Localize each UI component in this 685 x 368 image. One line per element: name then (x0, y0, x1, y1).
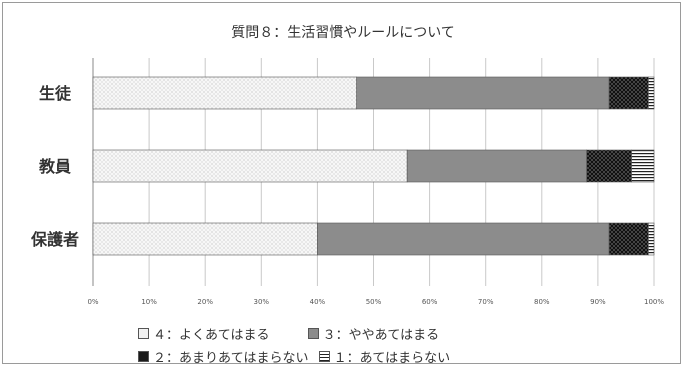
bar-segment (317, 222, 610, 256)
bar-segment (92, 76, 357, 110)
x-tick-label: 50% (366, 298, 382, 306)
bar-segment (92, 149, 408, 183)
legend-row-2: ２：あまりあてはまらない １：あてはまらない (138, 347, 484, 366)
bar-segment (648, 76, 655, 110)
bar-segment (92, 222, 318, 256)
category-label: 教員 (39, 157, 71, 176)
bar-segment (406, 149, 587, 183)
x-tick-label: 100% (644, 298, 664, 306)
x-tick-label: 60% (422, 298, 438, 306)
legend-item-very-true: ４：よくあてはまる (138, 324, 269, 343)
bar-segment (608, 222, 649, 256)
x-tick-label: 0% (87, 298, 98, 306)
legend-swatch-not-true (318, 351, 330, 362)
x-tick-label: 80% (534, 298, 550, 306)
bar-segment (631, 149, 655, 183)
legend-item-not-true: １：あてはまらない (318, 347, 451, 366)
legend-row-1: ４：よくあてはまる ３：ややあてはまる (138, 324, 473, 343)
legend-item-somewhat-true: ３：ややあてはまる (307, 324, 440, 343)
x-tick-label: 10% (141, 298, 157, 306)
x-tick-label: 70% (478, 298, 494, 306)
legend-label-somewhat-true: ３：ややあてはまる (322, 328, 440, 343)
legend-swatch-not-very-true (138, 351, 149, 362)
legend-label-not-true: １：あてはまらない (333, 351, 451, 366)
category-label: 保護者 (30, 230, 79, 249)
x-tick-label: 90% (590, 298, 606, 306)
category-label: 生徒 (39, 84, 72, 103)
bar-segment (356, 76, 610, 110)
x-tick-labels: 0% 10% 20% 30% 40% 50% 60% 70% 80% 90% 100% (87, 298, 664, 306)
bars (92, 76, 655, 256)
legend-swatch-very-true (138, 328, 149, 339)
chart-title: 質問８：生活習慣やルールについて (231, 24, 455, 41)
legend-item-not-very-true: ２：あまりあてはまらない (138, 347, 308, 366)
bar-segment (608, 76, 649, 110)
bar-segment (586, 149, 632, 183)
legend-swatch-somewhat-true (307, 328, 319, 339)
bar-segment (648, 222, 655, 256)
x-tick-label: 30% (254, 298, 270, 306)
legend-label-not-very-true: ２：あまりあてはまらない (153, 351, 309, 366)
x-tick-label: 20% (197, 298, 213, 306)
x-tick-label: 40% (310, 298, 326, 306)
legend-label-very-true: ４：よくあてはまる (153, 328, 270, 343)
